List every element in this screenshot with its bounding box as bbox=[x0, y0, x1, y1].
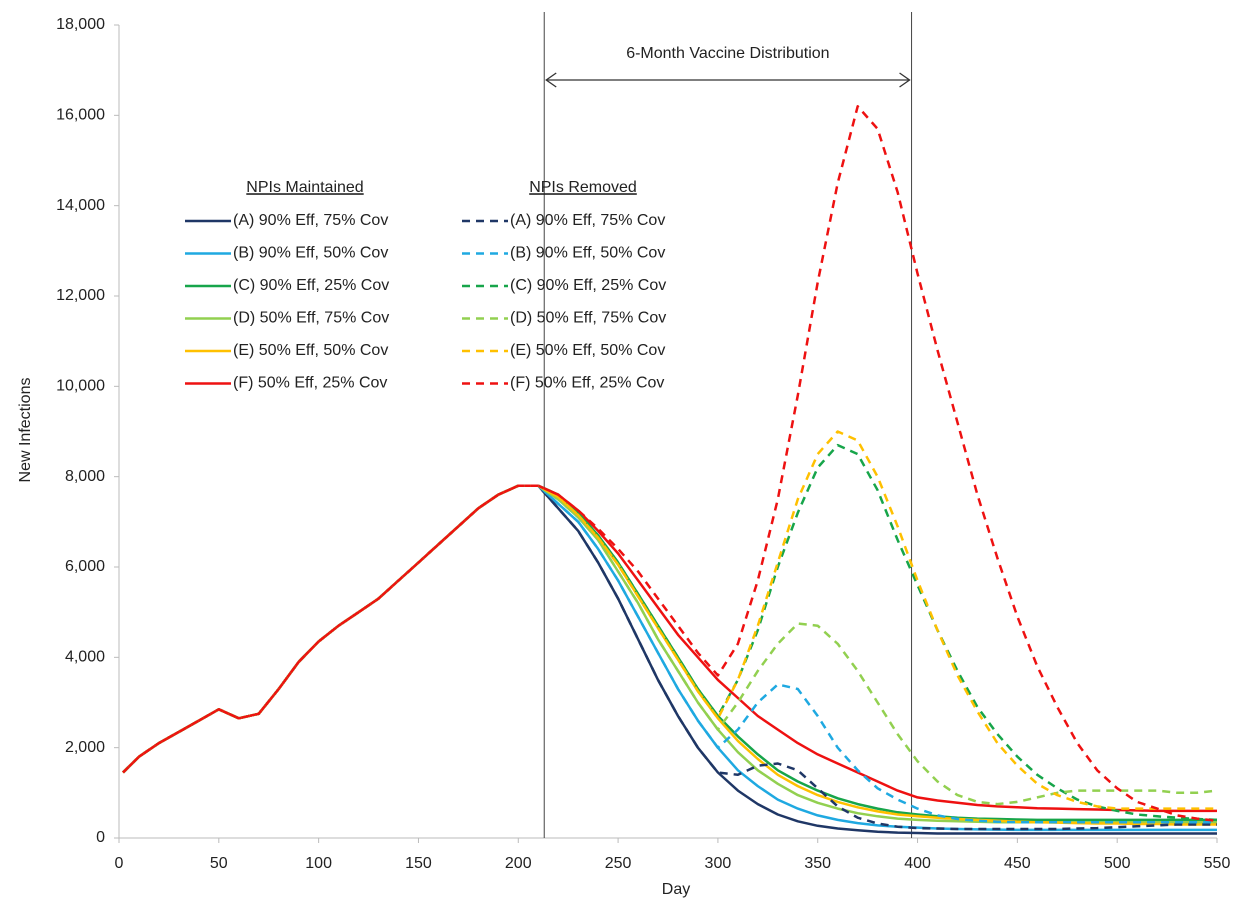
series-line bbox=[122, 443, 1218, 822]
series-line bbox=[122, 484, 1217, 826]
legend-label: (D) 50% Eff, 75% Cov bbox=[233, 310, 389, 327]
series-line bbox=[122, 484, 1217, 822]
x-tick-label: 300 bbox=[705, 855, 732, 872]
series-line bbox=[122, 430, 1217, 810]
legend-label: (C) 90% Eff, 25% Cov bbox=[233, 277, 389, 294]
legend-label: (B) 90% Eff, 50% Cov bbox=[233, 245, 388, 262]
y-tick-label: 10,000 bbox=[56, 378, 105, 395]
legend-label: (E) 50% Eff, 50% Cov bbox=[233, 342, 388, 359]
y-tick-label: 0 bbox=[96, 829, 105, 846]
x-tick-label: 550 bbox=[1204, 855, 1231, 872]
legend-header: NPIs Removed bbox=[529, 179, 637, 196]
x-tick-label: 100 bbox=[305, 855, 332, 872]
legend-label: (E) 50% Eff, 50% Cov bbox=[510, 342, 665, 359]
x-tick-label: 500 bbox=[1104, 855, 1131, 872]
legend-label: (D) 50% Eff, 75% Cov bbox=[510, 310, 666, 327]
x-tick-label: 250 bbox=[605, 855, 632, 872]
legend-label: (F) 50% Eff, 25% Cov bbox=[510, 375, 664, 392]
y-tick-label: 4,000 bbox=[65, 649, 105, 666]
x-tick-label: 150 bbox=[405, 855, 432, 872]
y-tick-label: 6,000 bbox=[65, 558, 105, 575]
y-tick-label: 12,000 bbox=[56, 287, 105, 304]
annotation-text: 6-Month Vaccine Distribution bbox=[626, 45, 829, 62]
y-tick-label: 18,000 bbox=[56, 16, 105, 33]
series-line bbox=[122, 484, 1217, 824]
y-tick-label: 14,000 bbox=[56, 197, 105, 214]
legend-label: (A) 90% Eff, 75% Cov bbox=[510, 212, 665, 229]
x-axis-label: Day bbox=[662, 881, 690, 898]
x-tick-label: 0 bbox=[115, 855, 124, 872]
arrow-head bbox=[899, 72, 911, 88]
x-tick-label: 450 bbox=[1004, 855, 1031, 872]
x-tick-label: 200 bbox=[505, 855, 532, 872]
x-tick-label: 350 bbox=[804, 855, 831, 872]
legend-label: (B) 90% Eff, 50% Cov bbox=[510, 245, 665, 262]
y-axis-label: New Infections bbox=[17, 378, 34, 483]
series-line bbox=[122, 105, 1218, 823]
x-tick-label: 50 bbox=[210, 855, 228, 872]
arrow-head bbox=[545, 72, 557, 88]
legend-label: (C) 90% Eff, 25% Cov bbox=[510, 277, 666, 294]
legend-label: (F) 50% Eff, 25% Cov bbox=[233, 375, 387, 392]
x-tick-label: 400 bbox=[904, 855, 931, 872]
series-line bbox=[122, 484, 1217, 824]
legend-label: (A) 90% Eff, 75% Cov bbox=[233, 212, 388, 229]
legend-header: NPIs Maintained bbox=[246, 179, 363, 196]
y-tick-label: 2,000 bbox=[65, 739, 105, 756]
y-tick-label: 8,000 bbox=[65, 468, 105, 485]
y-tick-label: 16,000 bbox=[56, 107, 105, 124]
